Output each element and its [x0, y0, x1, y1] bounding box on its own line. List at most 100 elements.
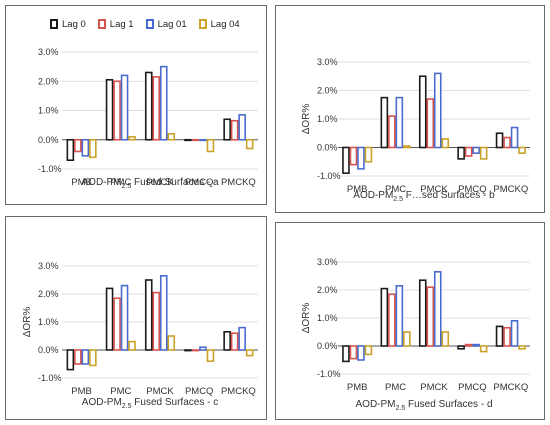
- bar-lag-0-pmck: [418, 279, 427, 347]
- bar-lag-01-pmck: [159, 65, 168, 141]
- bar-lag-0-pmb: [66, 349, 75, 371]
- bar-lag-01-pmb: [357, 146, 365, 170]
- x-tick-label: PMB: [71, 386, 92, 397]
- legend: Lag 0 Lag 1 Lag 01 Lag 04: [50, 16, 240, 32]
- bar-lag-01-pmcq: [472, 343, 480, 347]
- y-tick-label: 0.0%: [317, 341, 338, 351]
- bar-lag-0-pmcq: [184, 349, 192, 352]
- bar-lag-1-pmckq: [230, 119, 239, 141]
- x-tick-label: PMC: [110, 386, 131, 397]
- bar-lag-0-pmcq: [457, 146, 465, 160]
- bar-lag-0-pmc: [105, 78, 114, 141]
- bar-lag-04-pmb: [364, 345, 373, 356]
- chart-panel-a: -1.0% 0.0% 1.0% 2.0% 3.0% PMB PMC PMCK PMCQ PMCKQ…: [38, 47, 258, 190]
- legend-label: Lag 0: [62, 18, 86, 30]
- legend-label: Lag 04: [210, 18, 240, 30]
- panel-frame-a: [5, 5, 267, 205]
- bar-lag-01-pmb: [81, 138, 90, 157]
- x-tick-label: PMCK: [420, 184, 448, 195]
- x-tick-label: PMCQ: [185, 177, 214, 188]
- x-axis-title-subscript: 2.5: [122, 183, 132, 190]
- chart-panel-b: -1.0% 0.0% 1.0% 2.0% 3.0% PMB PMC PMCK PMCQ PMCKQ…: [301, 57, 530, 203]
- bar-lag-1-pmc: [388, 293, 396, 347]
- bar-lag-1-pmc: [388, 115, 396, 149]
- legend-item-lag-0: Lag 0: [50, 19, 86, 30]
- bar-lag-0-pmb: [66, 138, 75, 162]
- bar-lag-04-pmcq: [479, 345, 488, 353]
- y-tick-label: 3.0%: [317, 57, 338, 67]
- y-tick-label: 3.0%: [38, 47, 59, 57]
- x-axis-title-subscript: 2.5: [393, 196, 403, 203]
- y-tick-label: -1.0%: [317, 369, 341, 379]
- x-tick-label: PMCKQ: [221, 177, 256, 188]
- legend-swatch-lag-04: [198, 19, 207, 29]
- x-tick-label: PMC: [385, 382, 406, 393]
- bar-lag-0-pmcq: [184, 138, 192, 142]
- legend-item-lag-1: Lag 1: [97, 18, 134, 30]
- x-axis-title: AOD-PM2.5 Fused Surfaces - c: [82, 397, 218, 410]
- bar-lag-04-pmb: [89, 138, 97, 159]
- legend-swatch-lag-0: [50, 19, 58, 29]
- bar-lag-0-pmckq: [223, 118, 231, 141]
- y-tick-label: 3.0%: [38, 261, 59, 271]
- x-axis-title-main: AOD-PM: [82, 397, 122, 408]
- bar-lag-04-pmb: [364, 146, 373, 163]
- bar-lag-1-pmb: [74, 138, 82, 153]
- legend-swatch-lag-01: [145, 19, 154, 29]
- bar-lag-01-pmc: [120, 284, 129, 351]
- bar-lag-0-pmc: [105, 287, 114, 351]
- y-tick-label: 3.0%: [317, 257, 338, 267]
- x-tick-label: PMB: [347, 382, 368, 393]
- bar-lag-1-pmb: [74, 349, 82, 365]
- bar-lag-04-pmck: [167, 133, 176, 141]
- panel-letter: b: [489, 190, 495, 201]
- bar-lag-0-pmcq: [457, 345, 465, 350]
- x-axis-title-rest: Fused Surfaces -: [405, 399, 487, 410]
- x-tick-label: PMCK: [146, 177, 174, 188]
- x-tick-label: PMC: [110, 177, 131, 188]
- chart-panel-d: -1.0% 0.0% 1.0% 2.0% 3.0% PMB PMC PMCK PMCQ PMCKQ…: [301, 257, 530, 412]
- y-tick-label: 1.0%: [317, 114, 338, 124]
- bar-lag-0-pmckq: [223, 330, 231, 351]
- bar-lag-01-pmck: [159, 274, 168, 351]
- bar-lag-04-pmck: [441, 331, 450, 347]
- bar-lag-01-pmck: [433, 270, 442, 347]
- x-axis-title-subscript: 2.5: [122, 403, 132, 410]
- y-tick-label: 1.0%: [38, 317, 59, 327]
- bar-lag-0-pmck: [144, 279, 153, 351]
- x-axis-title-rest: F…sed Surfaces -: [403, 190, 489, 201]
- bar-lag-04-pmc: [128, 340, 136, 351]
- x-axis-title-rest: Fused Surfaces -: [132, 397, 214, 408]
- bar-lag-01-pmck: [433, 72, 442, 149]
- x-tick-label: PMCQ: [458, 184, 487, 195]
- bar-lag-1-pmckq: [503, 136, 511, 149]
- y-tick-label: 0.0%: [317, 143, 338, 153]
- bar-lag-1-pmckq: [230, 332, 239, 351]
- x-tick-label: PMCK: [146, 386, 174, 397]
- bar-lag-04-pmcq: [206, 349, 215, 362]
- bar-lag-04-pmb: [89, 349, 97, 367]
- legend-label: Lag 01: [157, 18, 187, 30]
- bar-lag-01-pmckq: [510, 126, 519, 149]
- bar-lag-04-pmckq: [245, 138, 254, 150]
- legend-label: Lag 1: [109, 18, 134, 30]
- bar-lag-01-pmcq: [199, 138, 207, 142]
- bar-lag-0-pmc: [380, 96, 389, 149]
- bar-lag-01-pmb: [357, 345, 365, 361]
- bar-lag-01-pmb: [81, 349, 90, 365]
- y-tick-label: 0.0%: [38, 345, 59, 355]
- x-axis-title-rest: Fused Surfaces -: [131, 177, 213, 188]
- y-tick-label: 2.0%: [317, 285, 338, 295]
- panel-frame-c: [5, 216, 267, 420]
- bar-lag-1-pmck: [426, 286, 435, 347]
- y-tick-label: 0.0%: [38, 135, 59, 145]
- bar-lag-04-pmck: [167, 335, 176, 351]
- bar-lag-04-pmc: [128, 136, 136, 141]
- bar-lag-1-pmcq: [191, 138, 200, 142]
- x-axis-title-main: AOD-PM: [82, 177, 122, 188]
- bar-lag-0-pmc: [380, 287, 389, 347]
- x-tick-label: PMCKQ: [493, 382, 528, 393]
- bar-lag-01-pmckq: [238, 326, 246, 351]
- bar-lag-1-pmck: [152, 76, 161, 141]
- bar-lag-1-pmc: [113, 297, 121, 351]
